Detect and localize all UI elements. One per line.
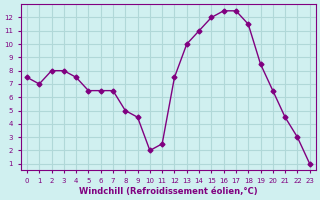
X-axis label: Windchill (Refroidissement éolien,°C): Windchill (Refroidissement éolien,°C) [79,187,258,196]
